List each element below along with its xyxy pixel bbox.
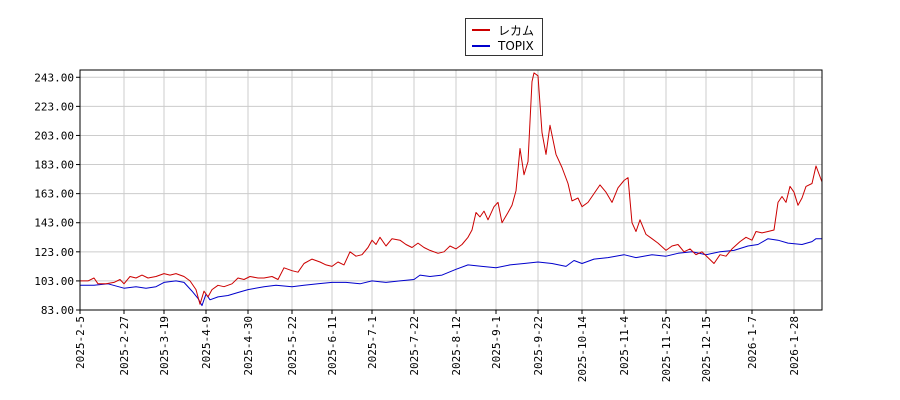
series-line-1 [80, 238, 822, 307]
legend-label-1: TOPIX [498, 39, 534, 53]
y-tick-label: 183.00 [34, 159, 74, 172]
x-tick-label: 2026-1-28 [788, 316, 801, 376]
x-tick-label: 2025-12-15 [700, 316, 713, 382]
x-tick-label: 2025-4-30 [242, 316, 255, 376]
y-tick-label: 83.00 [41, 304, 74, 317]
grid-lines [79, 70, 822, 311]
x-tick-label: 2025-7-1 [366, 316, 379, 369]
y-tick-label: 243.00 [34, 71, 74, 84]
x-tick-label: 2025-4-9 [200, 316, 213, 369]
x-axis-ticks: 2025-2-5 2025-2-27 2025-3-19 2025-4-9 2025-4… [74, 310, 801, 382]
plot-frame [79, 69, 823, 311]
x-tick-label: 2025-2-27 [118, 316, 131, 376]
y-tick-label: 143.00 [34, 217, 74, 230]
x-tick-label: 2025-6-11 [326, 316, 339, 376]
x-tick-label: 2025-8-12 [450, 316, 463, 376]
series-lines [80, 72, 823, 307]
x-tick-label: 2025-9-1 [490, 316, 503, 369]
x-tick-label: 2025-3-19 [158, 316, 171, 376]
legend-swatch-1 [472, 45, 490, 47]
legend: レカム TOPIX [465, 18, 543, 56]
y-tick-label: 203.00 [34, 129, 74, 142]
x-tick-label: 2025-11-4 [618, 316, 631, 376]
legend-label-0: レカム [498, 23, 535, 38]
legend-swatch-0 [472, 29, 490, 31]
x-tick-label: 2026-1-7 [746, 316, 759, 369]
x-tick-label: 2025-5-22 [286, 316, 299, 376]
series-line-0 [80, 72, 823, 305]
x-tick-label: 2025-10-14 [576, 316, 589, 383]
x-tick-label: 2025-7-22 [408, 316, 421, 376]
y-tick-label: 103.00 [34, 275, 74, 288]
y-axis-ticks: 83.00 103.00 123.00 143.00 163.00 183.00 203.0… [34, 71, 80, 317]
x-tick-label: 2025-11-25 [660, 316, 673, 382]
legend-item-1: TOPIX [472, 38, 534, 54]
x-tick-label: 2025-9-22 [532, 316, 545, 376]
legend-item-0: レカム [472, 22, 534, 38]
y-tick-label: 163.00 [34, 188, 74, 201]
y-tick-label: 123.00 [34, 246, 74, 259]
x-tick-label: 2025-2-5 [74, 316, 87, 369]
y-tick-label: 223.00 [34, 100, 74, 113]
